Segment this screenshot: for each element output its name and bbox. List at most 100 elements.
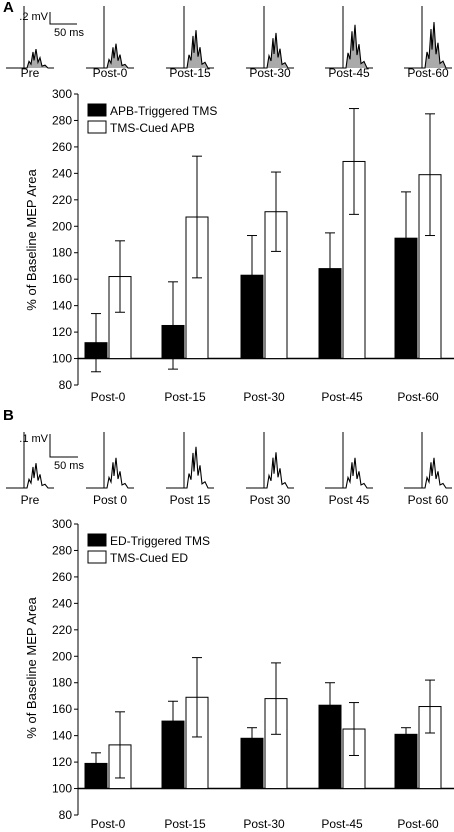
mep-trace: Post-0	[86, 6, 134, 80]
x-tick-label: Post-0	[91, 390, 126, 404]
y-tick-label: 160	[52, 272, 72, 286]
y-tick-label: 120	[52, 755, 72, 769]
trace-line	[325, 24, 373, 69]
trace-line	[325, 457, 373, 489]
trace-label: Post 0	[93, 493, 127, 507]
mep-trace: Post 15	[166, 432, 214, 507]
y-tick-label: 160	[52, 702, 72, 716]
y-tick-label: 100	[52, 782, 72, 796]
mep-trace: Pre	[6, 6, 54, 80]
x-tick-label: Post-60	[397, 390, 439, 404]
x-tick-label: Post-15	[164, 817, 206, 831]
y-axis-label: % of Baseline MEP Area	[24, 597, 39, 739]
x-tick-label: Post-30	[243, 817, 285, 831]
trace-line	[246, 452, 294, 489]
mep-trace: Post-45	[325, 6, 373, 80]
trace-label: Post 15	[170, 493, 211, 507]
y-tick-label: 220	[52, 193, 72, 207]
y-tick-label: 200	[52, 219, 72, 233]
x-tick-label: Post-45	[321, 390, 363, 404]
y-tick-label: 240	[52, 596, 72, 610]
y-tick-label: 140	[52, 729, 72, 743]
y-tick-label: 260	[52, 570, 72, 584]
trace-label: Post-30	[249, 66, 291, 80]
bar	[394, 733, 418, 790]
mep-trace: Post 30	[246, 432, 294, 507]
trace-line	[86, 43, 134, 69]
legend: APB-Triggered TMS TMS-Cued APB	[87, 103, 217, 135]
trace-area	[166, 30, 214, 68]
mep-trace: Post-15	[166, 6, 214, 80]
y-tick-label: 300	[52, 517, 72, 531]
y-tick-label: 220	[52, 623, 72, 637]
legend: ED-Triggered TMS TMS-Cued ED	[87, 533, 210, 565]
trace-area	[6, 49, 54, 68]
x-tick-label: Post-15	[164, 390, 206, 404]
trace-area	[325, 24, 373, 68]
trace-label: Post 30	[250, 493, 291, 507]
y-tick-label: 280	[52, 543, 72, 557]
trace-label: Post-0	[93, 66, 128, 80]
trace-label: Post-15	[169, 66, 211, 80]
error-bar	[425, 113, 435, 237]
trace-label: Post 60	[408, 493, 449, 507]
error-bar	[247, 727, 257, 750]
legend-swatch	[87, 533, 107, 547]
trace-label: Pre	[21, 493, 40, 507]
trace-area	[404, 22, 452, 69]
error-bar	[271, 662, 281, 735]
y-tick-label: 140	[52, 299, 72, 313]
y-tick-label: 80	[59, 378, 73, 392]
y-tick-label: 80	[59, 808, 73, 822]
error-bar	[91, 752, 101, 775]
y-tick-label: 300	[52, 87, 72, 101]
trace-line	[246, 32, 294, 69]
y-tick-label: 180	[52, 246, 72, 260]
legend-swatch	[87, 120, 107, 134]
error-bar	[401, 727, 411, 742]
trace-line	[166, 446, 214, 489]
y-tick-label: 240	[52, 166, 72, 180]
x-tick-label: Post-0	[91, 817, 126, 831]
legend-label: ED-Triggered TMS	[110, 534, 210, 548]
y-tick-label: 260	[52, 140, 72, 154]
panel-letter: B	[3, 407, 14, 424]
trace-line	[86, 457, 134, 489]
trace-line	[6, 463, 54, 489]
x-tick-label: Post-30	[243, 390, 285, 404]
y-tick-label: 100	[52, 352, 72, 366]
panel-letter: A	[3, 0, 14, 16]
error-bar	[401, 191, 411, 285]
trace-label: Post-60	[407, 66, 449, 80]
mep-trace: Post 0	[86, 432, 134, 507]
error-bar	[192, 657, 202, 738]
legend-swatch	[87, 550, 107, 564]
trace-label: Pre	[21, 66, 40, 80]
panel-b: B Pre Post 0 Post 15 Post 30 Post 45 Post 60 .1…	[3, 407, 454, 831]
bar-chart: 80 100 120 140 160 180 200 220 240 260 280 300 % of …	[24, 517, 454, 831]
x-tick-label: Post-45	[321, 817, 363, 831]
legend-label: TMS-Cued APB	[110, 121, 195, 135]
scale-bar: .2 mV 50 ms	[19, 11, 84, 39]
mep-trace: Post-30	[246, 6, 294, 80]
legend-label: TMS-Cued ED	[110, 551, 188, 565]
panel-a: A Pre Post-0 Post-15 Post-30 Post-45 Post-60 .2…	[3, 0, 454, 404]
error-bar	[271, 171, 281, 252]
trace-line	[6, 49, 54, 69]
error-bar	[349, 702, 359, 756]
error-bar	[168, 700, 178, 742]
scale-bar: .1 mV 50 ms	[19, 433, 84, 472]
error-bar	[425, 679, 435, 734]
trace-label: Post-45	[328, 66, 370, 80]
scale-voltage: .1 mV	[19, 433, 48, 445]
legend-swatch	[87, 103, 107, 117]
scale-time: 50 ms	[54, 460, 84, 472]
trace-line	[166, 30, 214, 69]
y-tick-label: 200	[52, 649, 72, 663]
trace-line	[404, 22, 452, 69]
y-axis-label: % of Baseline MEP Area	[24, 169, 39, 311]
error-bar	[325, 682, 335, 729]
bar-chart: 80 100 120 140 160 180 200 220 240 260 280 300 % of …	[24, 87, 454, 404]
scale-time: 50 ms	[54, 27, 84, 39]
